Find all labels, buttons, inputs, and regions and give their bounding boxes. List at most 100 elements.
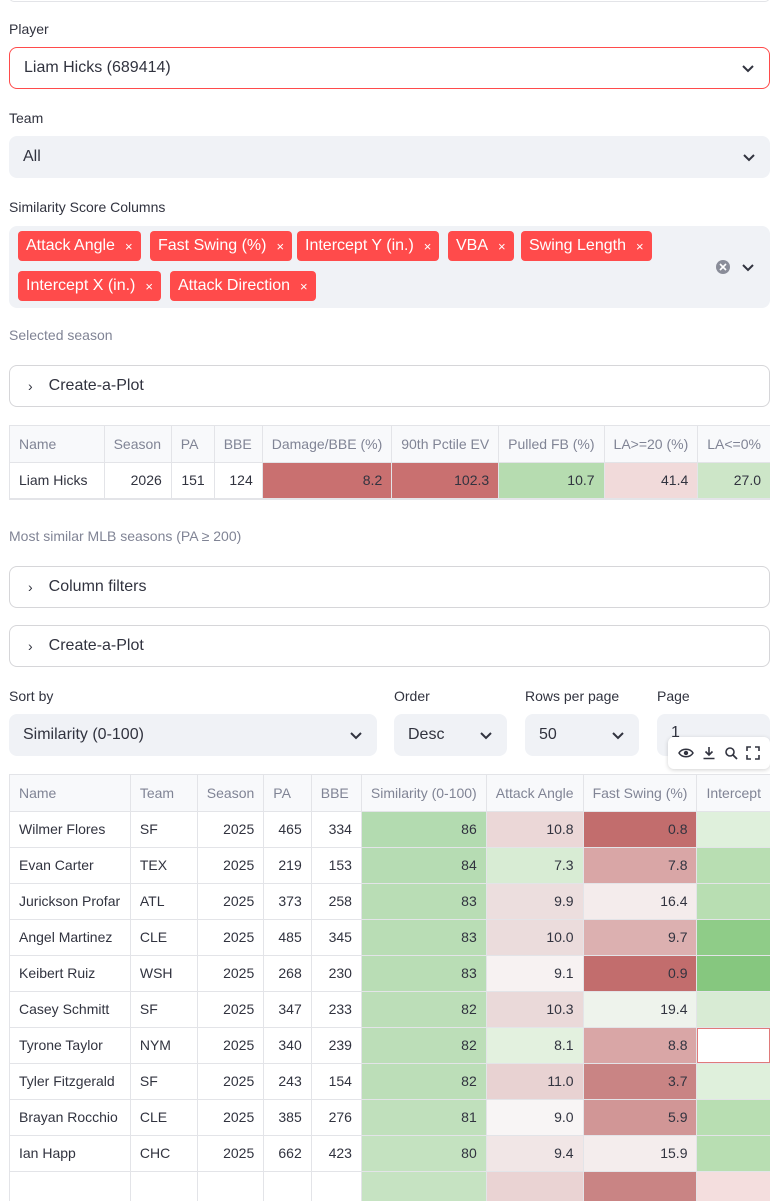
table-cell[interactable] [263, 1171, 312, 1201]
table-cell[interactable]: Ian Happ [10, 1135, 131, 1172]
table-cell[interactable] [696, 991, 770, 1028]
table-row[interactable]: Jurickson Profar ATL 2025 373 258 83 9.9 16.4 [10, 883, 770, 920]
table-cell[interactable] [583, 1171, 698, 1201]
selected-season-table[interactable]: Name Season PA BBE Damage/BBE (%) 90th P… [9, 425, 770, 500]
table-cell[interactable]: 11.0 [486, 1063, 584, 1100]
table-cell[interactable]: 2025 [197, 1027, 265, 1064]
table-cell[interactable]: 83 [361, 883, 487, 920]
table-cell[interactable]: 8.8 [583, 1027, 698, 1064]
table-cell[interactable] [311, 1171, 362, 1201]
table-cell[interactable]: Casey Schmitt [10, 991, 131, 1028]
header-la-ge-20[interactable]: LA>=20 (%) [604, 426, 699, 463]
table-cell[interactable] [696, 1063, 770, 1100]
table-cell[interactable]: 2025 [197, 1099, 265, 1136]
tag-intercept-y[interactable]: Intercept Y (in.) × [297, 231, 440, 261]
table-row-partial[interactable] [10, 1171, 770, 1201]
tag-attack-angle[interactable]: Attack Angle × [18, 231, 141, 261]
table-cell[interactable]: 10.8 [486, 811, 584, 848]
table-cell[interactable]: CHC [130, 1135, 198, 1172]
table-cell[interactable]: 373 [263, 883, 312, 920]
table-cell[interactable]: CLE [130, 1099, 198, 1136]
tag-remove-icon[interactable]: × [498, 238, 506, 254]
table-cell[interactable]: 662 [263, 1135, 312, 1172]
table-cell[interactable]: Tyler Fitzgerald [10, 1063, 131, 1100]
table-row[interactable]: Wilmer Flores SF 2025 465 334 86 10.8 0.8 [10, 811, 770, 848]
table-cell[interactable]: 233 [311, 991, 362, 1028]
table-cell[interactable]: 151 [171, 462, 215, 499]
table-cell[interactable] [696, 883, 770, 920]
table-cell[interactable]: 124 [214, 462, 263, 499]
table-cell[interactable]: 83 [361, 919, 487, 956]
player-select[interactable]: Liam Hicks (689414) [9, 47, 770, 89]
header-name[interactable]: Name [10, 775, 131, 812]
table-cell[interactable]: 2025 [197, 883, 265, 920]
table-cell[interactable]: 16.4 [583, 883, 698, 920]
table-cell[interactable]: 10.3 [486, 991, 584, 1028]
tag-remove-icon[interactable]: × [300, 278, 308, 294]
header-pulled-fb[interactable]: Pulled FB (%) [498, 426, 605, 463]
table-cell[interactable]: Keibert Ruiz [10, 955, 131, 992]
table-cell[interactable]: 80 [361, 1135, 487, 1172]
tag-intercept-x[interactable]: Intercept X (in.) × [18, 271, 161, 301]
table-cell[interactable]: 347 [263, 991, 312, 1028]
table-cell[interactable]: 10.0 [486, 919, 584, 956]
table-cell[interactable]: 84 [361, 847, 487, 884]
tag-fast-swing[interactable]: Fast Swing (%) × [150, 231, 293, 261]
header-attack-angle[interactable]: Attack Angle [486, 775, 584, 812]
header-similarity[interactable]: Similarity (0-100) [361, 775, 487, 812]
table-cell[interactable]: 0.9 [583, 955, 698, 992]
table-cell[interactable]: Angel Martinez [10, 919, 131, 956]
header-pa[interactable]: PA [171, 426, 215, 463]
table-cell[interactable]: SF [130, 811, 198, 848]
table-cell[interactable]: 19.4 [583, 991, 698, 1028]
chevron-down-icon[interactable] [741, 260, 755, 274]
header-fast-swing[interactable]: Fast Swing (%) [583, 775, 698, 812]
table-cell[interactable]: 9.1 [486, 955, 584, 992]
table-cell[interactable]: 0.8 [583, 811, 698, 848]
table-cell[interactable]: 268 [263, 955, 312, 992]
table-row[interactable]: Keibert Ruiz WSH 2025 268 230 83 9.1 0.9 [10, 955, 770, 992]
tag-remove-icon[interactable]: × [635, 238, 644, 254]
table-cell[interactable] [696, 919, 770, 956]
table-cell[interactable]: 385 [263, 1099, 312, 1136]
header-bbe[interactable]: BBE [214, 426, 263, 463]
header-pa[interactable]: PA [263, 775, 312, 812]
table-cell[interactable]: 86 [361, 811, 487, 848]
table-cell[interactable]: 10.7 [498, 462, 605, 499]
column-filters-expander[interactable]: › Column filters [9, 566, 770, 608]
table-cell[interactable]: SF [130, 991, 198, 1028]
table-cell[interactable]: 9.4 [486, 1135, 584, 1172]
table-cell[interactable]: 465 [263, 811, 312, 848]
order-select[interactable]: Desc [394, 714, 507, 756]
table-cell[interactable]: 41.4 [604, 462, 699, 499]
header-damage-bbe[interactable]: Damage/BBE (%) [262, 426, 393, 463]
similar-seasons-table[interactable]: Name Team Season PA BBE Similarity (0-10… [9, 774, 770, 1201]
search-icon[interactable] [724, 746, 738, 760]
table-cell[interactable]: 81 [361, 1099, 487, 1136]
create-a-plot-expander[interactable]: › Create-a-Plot [9, 365, 770, 407]
clear-all-icon[interactable] [715, 259, 731, 275]
table-cell[interactable]: 340 [263, 1027, 312, 1064]
table-cell[interactable]: 2025 [197, 919, 265, 956]
table-cell[interactable]: Brayan Rocchio [10, 1099, 131, 1136]
table-cell[interactable]: 9.0 [486, 1099, 584, 1136]
table-cell[interactable]: 258 [311, 883, 362, 920]
table-cell[interactable] [361, 1171, 487, 1201]
table-row[interactable]: Ian Happ CHC 2025 662 423 80 9.4 15.9 [10, 1135, 770, 1172]
header-la-le-0[interactable]: LA<=0% [697, 426, 770, 463]
team-select[interactable]: All [9, 136, 770, 178]
tag-swing-length[interactable]: Swing Length × [521, 231, 652, 261]
table-cell[interactable]: 2025 [197, 1135, 265, 1172]
table-row[interactable]: Angel Martinez CLE 2025 485 345 83 10.0 9.7 [10, 919, 770, 956]
table-cell[interactable]: Liam Hicks [10, 462, 105, 499]
tag-remove-icon[interactable]: × [276, 238, 285, 254]
table-cell[interactable] [696, 1171, 770, 1201]
table-cell[interactable]: 82 [361, 1063, 487, 1100]
fullscreen-icon[interactable] [746, 746, 760, 760]
table-cell[interactable]: CLE [130, 919, 198, 956]
table-cell[interactable]: 2026 [104, 462, 172, 499]
table-cell[interactable] [696, 847, 770, 884]
table-cell[interactable]: SF [130, 1063, 198, 1100]
table-cell[interactable]: 8.1 [486, 1027, 584, 1064]
table-cell[interactable]: 102.3 [391, 462, 500, 499]
